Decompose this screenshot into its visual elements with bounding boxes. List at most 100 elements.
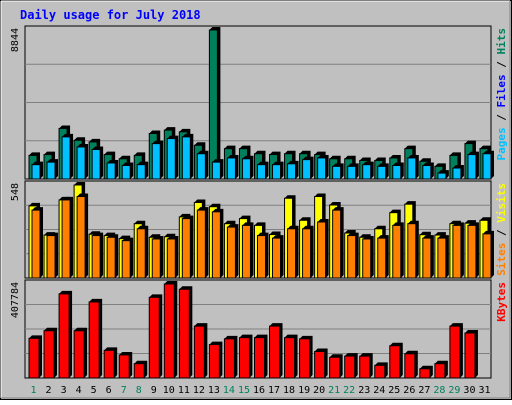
bar-files-day-3 — [61, 133, 74, 180]
bar-files-day-11-face — [181, 136, 191, 180]
bar-sites-day-2 — [46, 232, 59, 279]
x-tick-label: 9 — [151, 385, 157, 396]
bar-hits-day-13-face — [208, 29, 218, 180]
x-axis-labels: 1 2 3 4 5 6 7 8 9 10 11 12 13 14 15 16 17 18 19 20 21 22 23 24 2… — [31, 385, 491, 396]
bar-kbytes-day-29-face — [449, 325, 461, 379]
bar-files-day-30-face — [467, 154, 477, 180]
bar-kbytes-day-10 — [163, 281, 178, 379]
bar-files-day-5 — [91, 146, 104, 180]
bar-sites-day-1-face — [31, 209, 41, 279]
bar-files-day-18-face — [287, 163, 297, 180]
x-tick-label: 4 — [76, 385, 82, 396]
bar-kbytes-day-21-face — [329, 356, 341, 379]
bar-kbytes-day-8 — [133, 360, 148, 379]
bar-sites-day-25-face — [392, 224, 402, 279]
bar-kbytes-day-24 — [374, 362, 388, 379]
bar-sites-day-27-face — [422, 237, 432, 279]
bar-kbytes-day-22-face — [344, 355, 356, 379]
bar-sites-day-9 — [151, 235, 164, 279]
bar-hits-day-13 — [208, 27, 221, 180]
bar-files-day-31 — [482, 150, 494, 180]
bar-sites-day-31 — [482, 230, 494, 279]
bar-files-day-20 — [317, 154, 329, 180]
bar-files-day-20-face — [317, 157, 327, 180]
bar-kbytes-day-6 — [103, 347, 118, 379]
bar-files-day-24-face — [377, 165, 387, 180]
bar-kbytes-day-4-face — [73, 330, 85, 379]
bar-kbytes-day-26 — [404, 350, 418, 379]
bar-kbytes-day-5 — [88, 298, 103, 379]
bar-sites-day-18-face — [287, 228, 297, 279]
bar-kbytes-day-18 — [284, 334, 298, 379]
bar-files-day-4-face — [76, 146, 86, 180]
bar-files-day-28-face — [437, 172, 447, 180]
bar-files-day-9-face — [151, 143, 161, 180]
bar-kbytes-day-13 — [208, 341, 223, 379]
bar-kbytes-day-30 — [464, 330, 478, 379]
bar-kbytes-day-8-face — [133, 363, 145, 379]
bar-kbytes-day-17-face — [269, 325, 281, 379]
bar-files-day-3-face — [61, 136, 71, 180]
bar-kbytes-day-23-face — [359, 355, 371, 379]
bar-sites-day-5-face — [91, 235, 101, 279]
bar-files-day-7 — [121, 162, 134, 180]
panel-kbytes: 407784 KBytes — [10, 279, 508, 379]
legend-item: Sites — [495, 243, 508, 276]
bar-kbytes-day-17 — [269, 323, 283, 379]
x-tick-label: 28 — [433, 385, 445, 396]
bar-files-day-24 — [377, 163, 389, 180]
bar-kbytes-day-27-face — [419, 368, 431, 379]
bar-sites-day-8 — [136, 225, 149, 279]
bar-kbytes-day-25-face — [389, 345, 401, 379]
bar-sites-day-29-face — [452, 224, 462, 279]
x-tick-label: 13 — [208, 385, 220, 396]
bar-files-day-27 — [422, 162, 434, 180]
bar-sites-day-27 — [422, 235, 434, 279]
bar-files-day-14 — [226, 154, 239, 180]
bar-kbytes-day-28-face — [434, 363, 446, 379]
bar-sites-day-30 — [467, 222, 479, 279]
x-tick-label: 21 — [328, 385, 340, 396]
bar-files-day-2 — [46, 159, 59, 180]
bar-kbytes-day-20-face — [314, 350, 326, 379]
bar-sites-day-19-face — [302, 228, 312, 279]
bar-kbytes-day-11 — [178, 286, 193, 379]
bar-sites-day-20 — [317, 218, 329, 279]
x-tick-label: 22 — [343, 385, 355, 396]
bar-kbytes-day-18-face — [284, 337, 296, 379]
bar-files-day-19 — [302, 156, 314, 180]
legend-separator: / — [495, 223, 508, 243]
bar-kbytes-day-15 — [238, 334, 253, 379]
bar-files-day-27-face — [422, 165, 432, 180]
bar-sites-day-22 — [347, 232, 359, 279]
bar-files-day-31-face — [482, 153, 492, 180]
x-tick-label: 12 — [193, 385, 205, 396]
bar-kbytes-day-9 — [148, 294, 163, 379]
legend-item: Pages — [495, 127, 508, 160]
x-tick-label: 14 — [223, 385, 235, 396]
bar-files-day-22 — [347, 163, 359, 180]
bar-sites-day-25 — [392, 222, 404, 279]
x-tick-label: 27 — [418, 385, 430, 396]
bar-files-day-4 — [76, 143, 89, 180]
x-tick-label: 17 — [268, 385, 280, 396]
bar-kbytes-day-14-face — [223, 338, 235, 379]
bar-files-day-16-face — [256, 164, 266, 180]
bar-files-day-8-face — [136, 164, 146, 180]
bar-files-day-25 — [392, 162, 404, 180]
bar-kbytes-day-29 — [449, 323, 463, 379]
x-tick-label: 8 — [136, 385, 142, 396]
legend-kbytes: KBytes — [495, 282, 508, 322]
bar-files-day-26 — [407, 154, 419, 180]
bar-sites-day-29 — [452, 222, 464, 279]
bar-files-day-26-face — [407, 157, 417, 180]
bar-kbytes-day-10-face — [163, 283, 175, 379]
x-tick-label: 25 — [388, 385, 400, 396]
bar-kbytes-day-1 — [28, 335, 42, 379]
bar-files-day-13-face — [211, 161, 221, 180]
bar-kbytes-day-9-face — [148, 296, 160, 379]
bar-kbytes-day-21 — [329, 354, 343, 379]
bar-sites-day-21-face — [332, 209, 342, 279]
bar-sites-day-10-face — [166, 238, 176, 279]
bar-kbytes-day-28 — [434, 360, 448, 379]
